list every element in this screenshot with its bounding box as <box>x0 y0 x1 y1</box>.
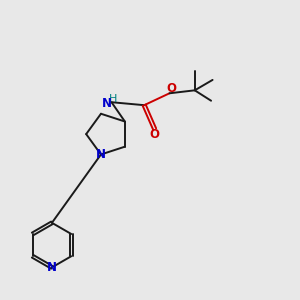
Text: N: N <box>96 148 106 161</box>
Text: O: O <box>150 128 160 141</box>
Text: H: H <box>109 94 117 104</box>
Text: O: O <box>166 82 176 95</box>
Text: N: N <box>101 97 112 110</box>
Text: N: N <box>47 261 57 274</box>
